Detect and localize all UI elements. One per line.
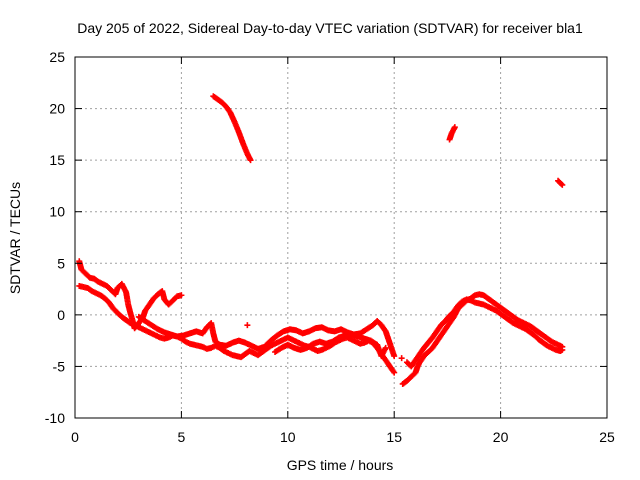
track-outlier [244,322,405,362]
x-tick-label: 0 [71,429,79,445]
x-tick-label: 25 [599,429,615,445]
data-point [178,292,185,299]
y-tick-label: 15 [49,152,65,168]
y-tick-label: 20 [49,101,65,117]
y-axis-label: SDTVAR / TECUs [7,182,23,294]
track-high-streak-3 [555,177,566,188]
data-point [398,355,405,362]
y-tick-label: -5 [53,358,66,374]
y-tick-label: 5 [57,255,65,271]
y-tick-label: 10 [49,204,65,220]
y-tick-label: -10 [45,410,65,426]
data-point [391,353,398,360]
chart-title: Day 205 of 2022, Sidereal Day-to-day VTE… [77,20,583,36]
data-series [76,93,566,387]
data-point [244,322,251,329]
y-tick-label: 0 [57,307,65,323]
track-high-streak-1 [210,93,254,164]
data-point [559,181,566,188]
data-point [247,157,254,164]
track-main-low-band-d [272,331,389,360]
x-axis-label: GPS time / hours [287,457,394,473]
x-tick-label: 10 [280,429,296,445]
x-tick-label: 15 [386,429,402,445]
data-point [391,369,398,376]
data-point [451,124,458,131]
data-point [558,180,565,187]
grid-lines [75,57,607,418]
y-tick-label: 25 [49,49,65,65]
plot-frame [74,56,608,419]
track-high-streak-2 [446,124,458,143]
axis-ticks: 0 5 10 15 20 25 -10 -5 0 5 10 15 20 25 [45,49,615,445]
x-tick-label: 20 [493,429,509,445]
x-tick-label: 5 [178,429,186,445]
data-point [382,344,389,351]
data-point [559,346,566,353]
track-recovery-arc-b [403,296,566,370]
